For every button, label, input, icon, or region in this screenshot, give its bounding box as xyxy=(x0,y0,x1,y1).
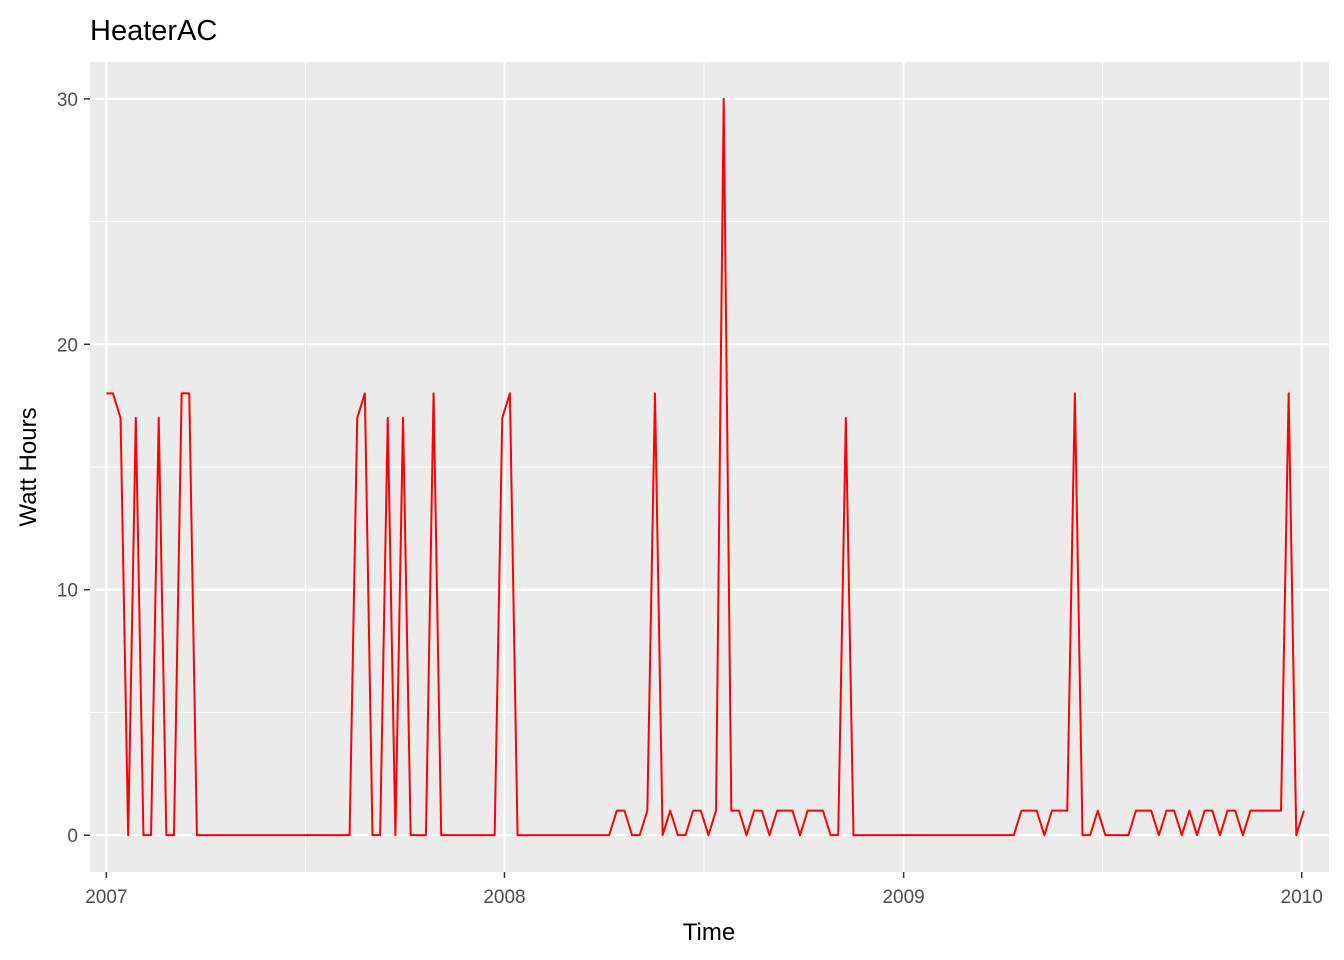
x-tick-label: 2010 xyxy=(1281,887,1323,908)
series-layer xyxy=(106,97,1305,837)
chart-title: HeaterAC xyxy=(90,15,217,47)
x-tick-label: 2007 xyxy=(85,887,127,908)
x-tick-label: 2009 xyxy=(882,887,924,908)
y-axis: 0 10 20 30 xyxy=(57,90,90,847)
y-axis-title: Watt Hours xyxy=(15,407,42,526)
y-tick-label: 20 xyxy=(57,335,78,356)
x-axis-title: Time xyxy=(683,919,735,946)
y-tick-label: 10 xyxy=(57,581,78,602)
series-line xyxy=(106,97,1305,837)
y-tick-label: 30 xyxy=(57,90,78,111)
x-tick-label: 2008 xyxy=(483,887,525,908)
y-tick-label: 0 xyxy=(67,826,78,847)
minor-gridlines xyxy=(90,62,1329,872)
x-axis: 2007 2008 2009 2010 xyxy=(85,872,1323,908)
